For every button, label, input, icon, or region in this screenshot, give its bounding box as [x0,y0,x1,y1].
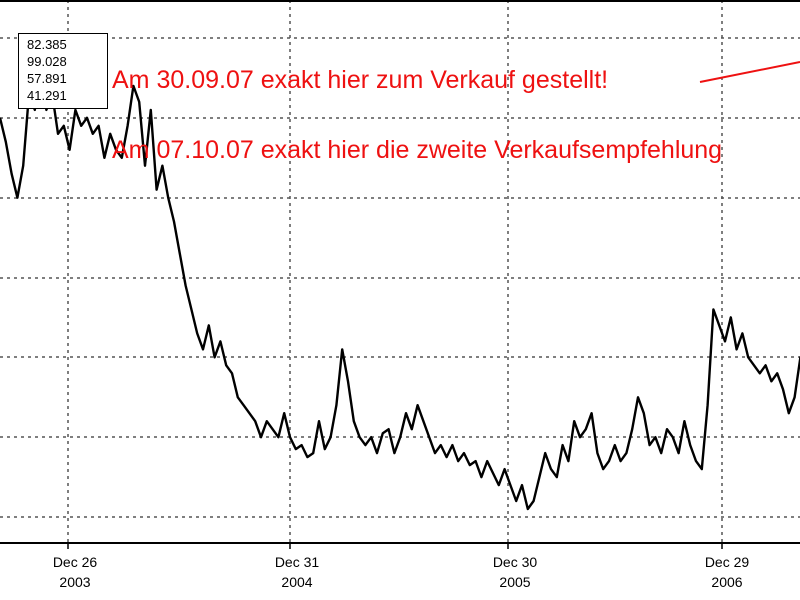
x-tick-year: 2003 [59,574,91,590]
x-tick-date: Dec 31 [274,554,320,570]
x-tick-year: 2006 [711,574,743,590]
legend-value-3: 57.891 [27,71,67,86]
annotation-sell-1: Am 30.09.07 exakt hier zum Verkauf geste… [112,66,609,94]
value-legend-box: 82.385 99.028 57.891 41.291 [18,33,108,109]
annotation-sell-2: Am 07.10.07 exakt hier die zweite Verkau… [112,136,723,164]
axis-layer [0,0,800,549]
x-tick-date: Dec 30 [492,554,538,570]
x-tick-year: 2004 [281,574,313,590]
legend-value-2: 99.028 [27,54,67,69]
annotation-arrow-line [699,61,800,83]
x-tick-date: Dec 29 [704,554,750,570]
series-layer [0,68,800,511]
x-tick-date: Dec 26 [52,554,98,570]
x-tick-label-2004: Dec 31 2004 [247,552,347,592]
price-series-line [0,68,800,511]
x-tick-label-2006: Dec 29 2006 [677,552,777,592]
x-tick-label-2003: Dec 26 2003 [25,552,125,592]
legend-value-4: 41.291 [27,88,67,103]
x-tick-label-2005: Dec 30 2005 [465,552,565,592]
legend-value-1: 82.385 [27,37,67,52]
x-tick-year: 2005 [499,574,531,590]
